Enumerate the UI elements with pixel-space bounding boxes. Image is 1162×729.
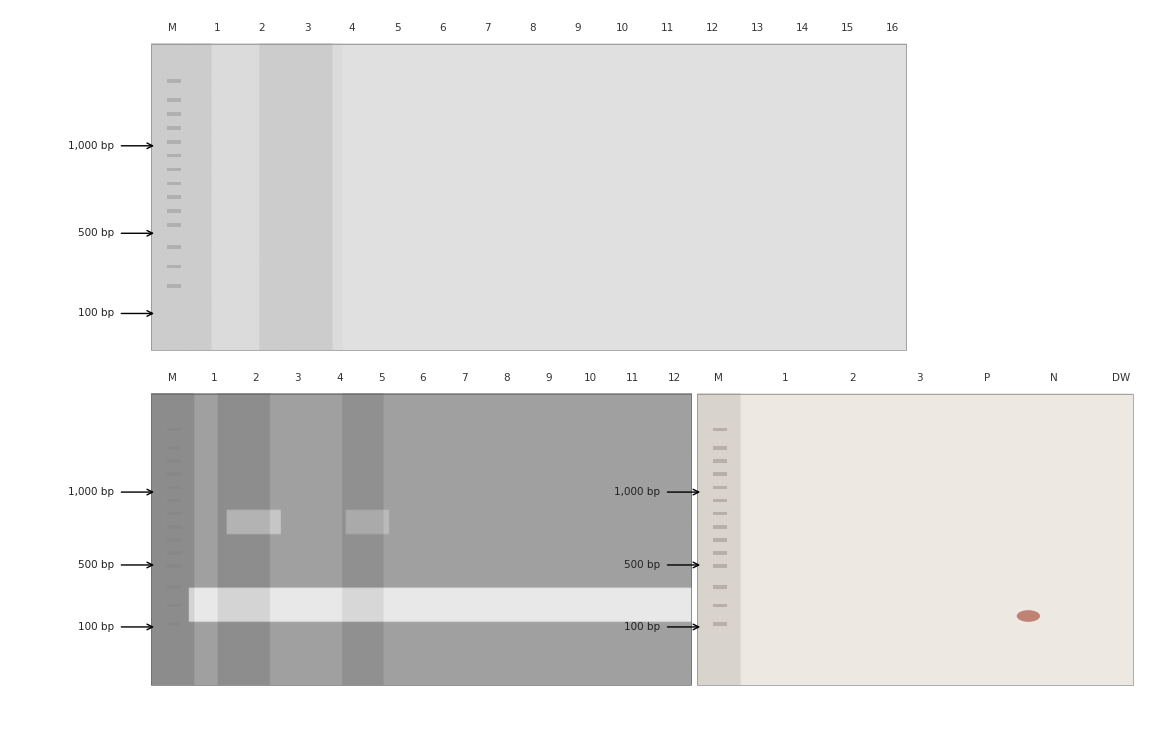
Text: 4: 4 — [336, 373, 343, 383]
Text: 1: 1 — [210, 373, 217, 383]
Text: 100 bp: 100 bp — [78, 308, 114, 319]
Bar — [713, 538, 727, 542]
Bar — [167, 622, 181, 625]
Bar — [713, 486, 727, 489]
Bar — [167, 126, 181, 130]
Text: 6: 6 — [439, 23, 445, 33]
Bar — [713, 585, 727, 589]
Text: 12: 12 — [667, 373, 681, 383]
Text: 9: 9 — [545, 373, 552, 383]
Text: 8: 8 — [503, 373, 510, 383]
Bar — [713, 499, 727, 502]
Bar — [167, 209, 181, 213]
Bar — [713, 525, 727, 529]
Bar — [713, 446, 727, 450]
Text: 14: 14 — [796, 23, 809, 33]
Text: 1,000 bp: 1,000 bp — [67, 487, 114, 497]
Text: 100 bp: 100 bp — [624, 622, 660, 632]
Text: 3: 3 — [303, 23, 310, 33]
Bar — [713, 622, 727, 625]
Bar — [713, 564, 727, 568]
Bar — [713, 604, 727, 607]
Text: P: P — [984, 373, 990, 383]
Bar — [167, 182, 181, 185]
Bar — [167, 112, 181, 116]
Text: 3: 3 — [917, 373, 923, 383]
Text: 500 bp: 500 bp — [78, 560, 114, 570]
Text: 1: 1 — [214, 23, 221, 33]
Bar — [713, 472, 727, 476]
Bar — [167, 585, 181, 589]
Bar — [167, 195, 181, 199]
Bar — [167, 154, 181, 157]
Text: 16: 16 — [885, 23, 899, 33]
Text: 10: 10 — [583, 373, 597, 383]
Bar — [167, 98, 181, 102]
Bar — [167, 604, 181, 607]
Ellipse shape — [1017, 610, 1040, 622]
Text: 12: 12 — [705, 23, 719, 33]
Bar — [167, 265, 181, 268]
Text: M: M — [167, 23, 177, 33]
Bar — [167, 564, 181, 568]
Text: DW: DW — [1112, 373, 1131, 383]
Bar — [713, 551, 727, 555]
Bar — [167, 245, 181, 249]
Bar — [697, 394, 1133, 685]
Bar — [167, 472, 181, 476]
Text: 7: 7 — [483, 23, 490, 33]
Text: 10: 10 — [616, 23, 629, 33]
Text: N: N — [1050, 373, 1059, 383]
Text: 7: 7 — [461, 373, 468, 383]
Text: 1,000 bp: 1,000 bp — [67, 141, 114, 151]
Text: 11: 11 — [625, 373, 639, 383]
Bar — [151, 394, 691, 685]
Bar — [167, 284, 181, 288]
Bar — [167, 79, 181, 82]
Bar — [167, 538, 181, 542]
Bar — [167, 525, 181, 529]
Text: M: M — [167, 373, 177, 383]
Bar — [167, 512, 181, 515]
Text: 2: 2 — [252, 373, 259, 383]
Bar — [167, 223, 181, 227]
Text: 1,000 bp: 1,000 bp — [614, 487, 660, 497]
Bar — [167, 499, 181, 502]
Text: M: M — [713, 373, 723, 383]
Text: 4: 4 — [349, 23, 356, 33]
Text: 1: 1 — [782, 373, 789, 383]
Text: 11: 11 — [661, 23, 674, 33]
Bar — [167, 428, 181, 432]
Text: 500 bp: 500 bp — [624, 560, 660, 570]
Bar — [713, 459, 727, 463]
Bar — [167, 459, 181, 463]
Text: 6: 6 — [419, 373, 426, 383]
Bar — [167, 551, 181, 555]
Bar — [713, 428, 727, 432]
Text: 500 bp: 500 bp — [78, 228, 114, 238]
Text: 15: 15 — [841, 23, 854, 33]
Text: 100 bp: 100 bp — [78, 622, 114, 632]
Bar — [151, 44, 906, 350]
Bar — [167, 486, 181, 489]
Text: 8: 8 — [529, 23, 536, 33]
Bar — [713, 512, 727, 515]
Text: 2: 2 — [849, 373, 856, 383]
Bar — [167, 168, 181, 171]
Text: 5: 5 — [394, 23, 401, 33]
Text: 2: 2 — [259, 23, 265, 33]
Text: 5: 5 — [378, 373, 385, 383]
Bar — [167, 140, 181, 144]
Text: 9: 9 — [574, 23, 581, 33]
Text: 3: 3 — [294, 373, 301, 383]
Text: 13: 13 — [751, 23, 763, 33]
Bar — [167, 446, 181, 450]
